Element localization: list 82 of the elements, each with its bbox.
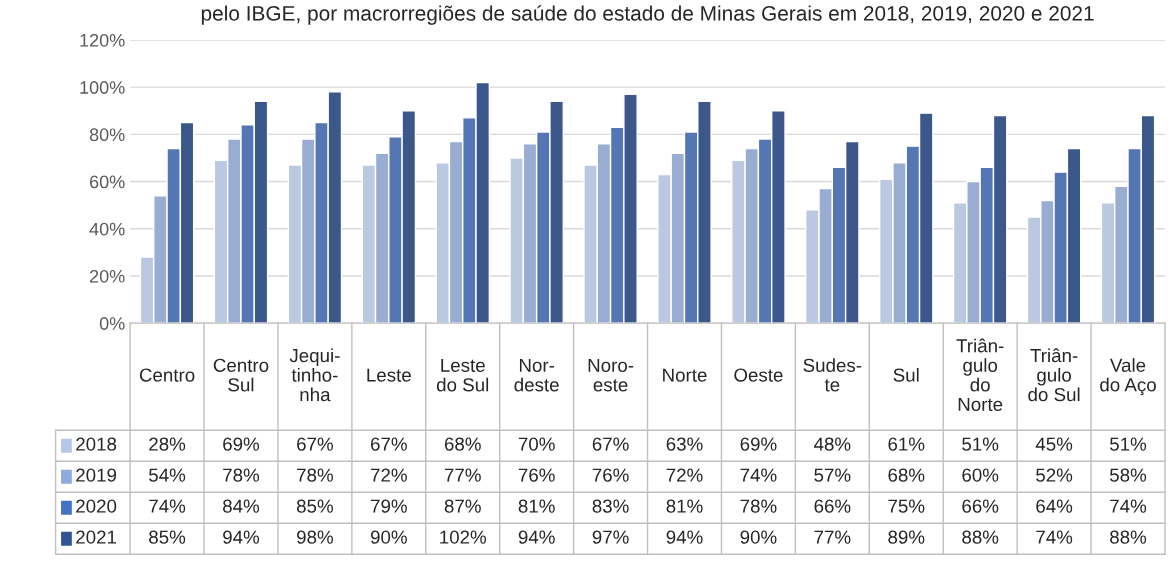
data-label: 72% [666, 468, 703, 482]
data-label: 78% [223, 468, 260, 482]
data-label: 76% [592, 468, 629, 482]
data-label: 102% [440, 530, 487, 544]
x-tick-label: Leste do Sul [436, 358, 489, 392]
y-tick-label: 40% [89, 222, 125, 236]
data-label: 52% [1036, 468, 1073, 482]
x-tick-label: Nor- deste [514, 358, 559, 392]
data-label: 67% [297, 437, 333, 451]
data-label: 94% [223, 530, 260, 544]
x-tick-label: Jequi- tinho- nha [289, 348, 340, 402]
data-label: 67% [592, 437, 629, 451]
data-label: 72% [371, 468, 407, 482]
data-label: 78% [740, 499, 777, 513]
data-label: 69% [223, 437, 260, 451]
data-label: 85% [296, 499, 333, 513]
data-label: 68% [888, 468, 925, 482]
data-label: 51% [1109, 437, 1147, 451]
data-label: 94% [518, 530, 555, 544]
chart-title: pelo IBGE, por macrorregiões de saúde do estado de Minas Gerais em 2018, 2019, 2020 e 2021 [201, 5, 1094, 25]
data-label: 51% [962, 437, 999, 451]
data-label: 74% [149, 499, 186, 513]
x-tick-label: Triân- gulo do Norte [956, 338, 1004, 411]
x-tick-label: Centro [139, 368, 195, 382]
data-label: 94% [666, 530, 703, 544]
legend-label: 2018 [76, 437, 117, 451]
data-label: 69% [740, 437, 777, 451]
x-tick-label: Leste [367, 368, 411, 382]
data-label: 70% [518, 437, 555, 451]
data-label: 77% [444, 468, 481, 482]
x-tick-label: Sudes- te [803, 358, 862, 392]
data-label: 64% [1036, 499, 1073, 513]
x-tick-label: Vale do Aço [1100, 358, 1156, 396]
data-label: 68% [444, 437, 481, 451]
data-label: 90% [740, 530, 777, 544]
y-tick-label: 0% [99, 317, 125, 330]
data-label: 28% [149, 437, 186, 451]
data-label: 57% [814, 468, 851, 482]
y-tick-label: 60% [90, 175, 125, 189]
data-label: 77% [814, 530, 851, 544]
data-label: 76% [518, 468, 555, 482]
data-label: 97% [592, 530, 629, 544]
data-label: 81% [666, 499, 703, 513]
data-label: 58% [1109, 468, 1147, 482]
y-tick-label: 20% [90, 269, 125, 283]
x-tick-label: Norte [663, 368, 707, 382]
y-tick-label: 120% [80, 33, 125, 47]
data-label: 79% [371, 499, 407, 513]
x-tick-label: Triân- gulo do Sul [1028, 348, 1080, 402]
data-label: 60% [962, 468, 999, 482]
data-label: 81% [518, 499, 555, 513]
x-tick-label: Centro Sul [213, 358, 269, 392]
data-label: 90% [370, 530, 407, 544]
data-label: 74% [1036, 530, 1073, 544]
data-label: 48% [814, 437, 851, 451]
data-label: 98% [297, 530, 333, 544]
data-label: 87% [444, 499, 481, 513]
data-label: 74% [740, 468, 777, 482]
x-tick-label: Sul [893, 367, 919, 382]
data-label: 78% [297, 468, 333, 482]
x-tick-label: Oeste [734, 368, 783, 382]
legend-label: 2019 [76, 468, 117, 482]
data-label: 75% [888, 499, 925, 513]
data-label: 61% [888, 437, 925, 451]
data-label: 74% [1110, 499, 1147, 513]
data-label: 63% [666, 437, 703, 451]
data-label: 85% [149, 530, 186, 544]
data-label: 45% [1035, 437, 1073, 451]
x-tick-label: Noro- este [588, 358, 634, 392]
legend-label: 2021 [76, 530, 117, 544]
data-label: 84% [223, 499, 260, 513]
data-label: 88% [1110, 530, 1147, 544]
data-label: 54% [149, 468, 186, 482]
data-label: 67% [371, 437, 407, 451]
data-label: 89% [888, 530, 925, 544]
y-tick-label: 100% [80, 81, 125, 94]
data-label: 66% [814, 499, 851, 513]
data-label: 83% [592, 499, 629, 513]
data-label: 88% [962, 530, 999, 544]
legend-label: 2020 [76, 499, 117, 513]
y-tick-label: 80% [89, 128, 125, 142]
data-label: 66% [962, 499, 999, 513]
